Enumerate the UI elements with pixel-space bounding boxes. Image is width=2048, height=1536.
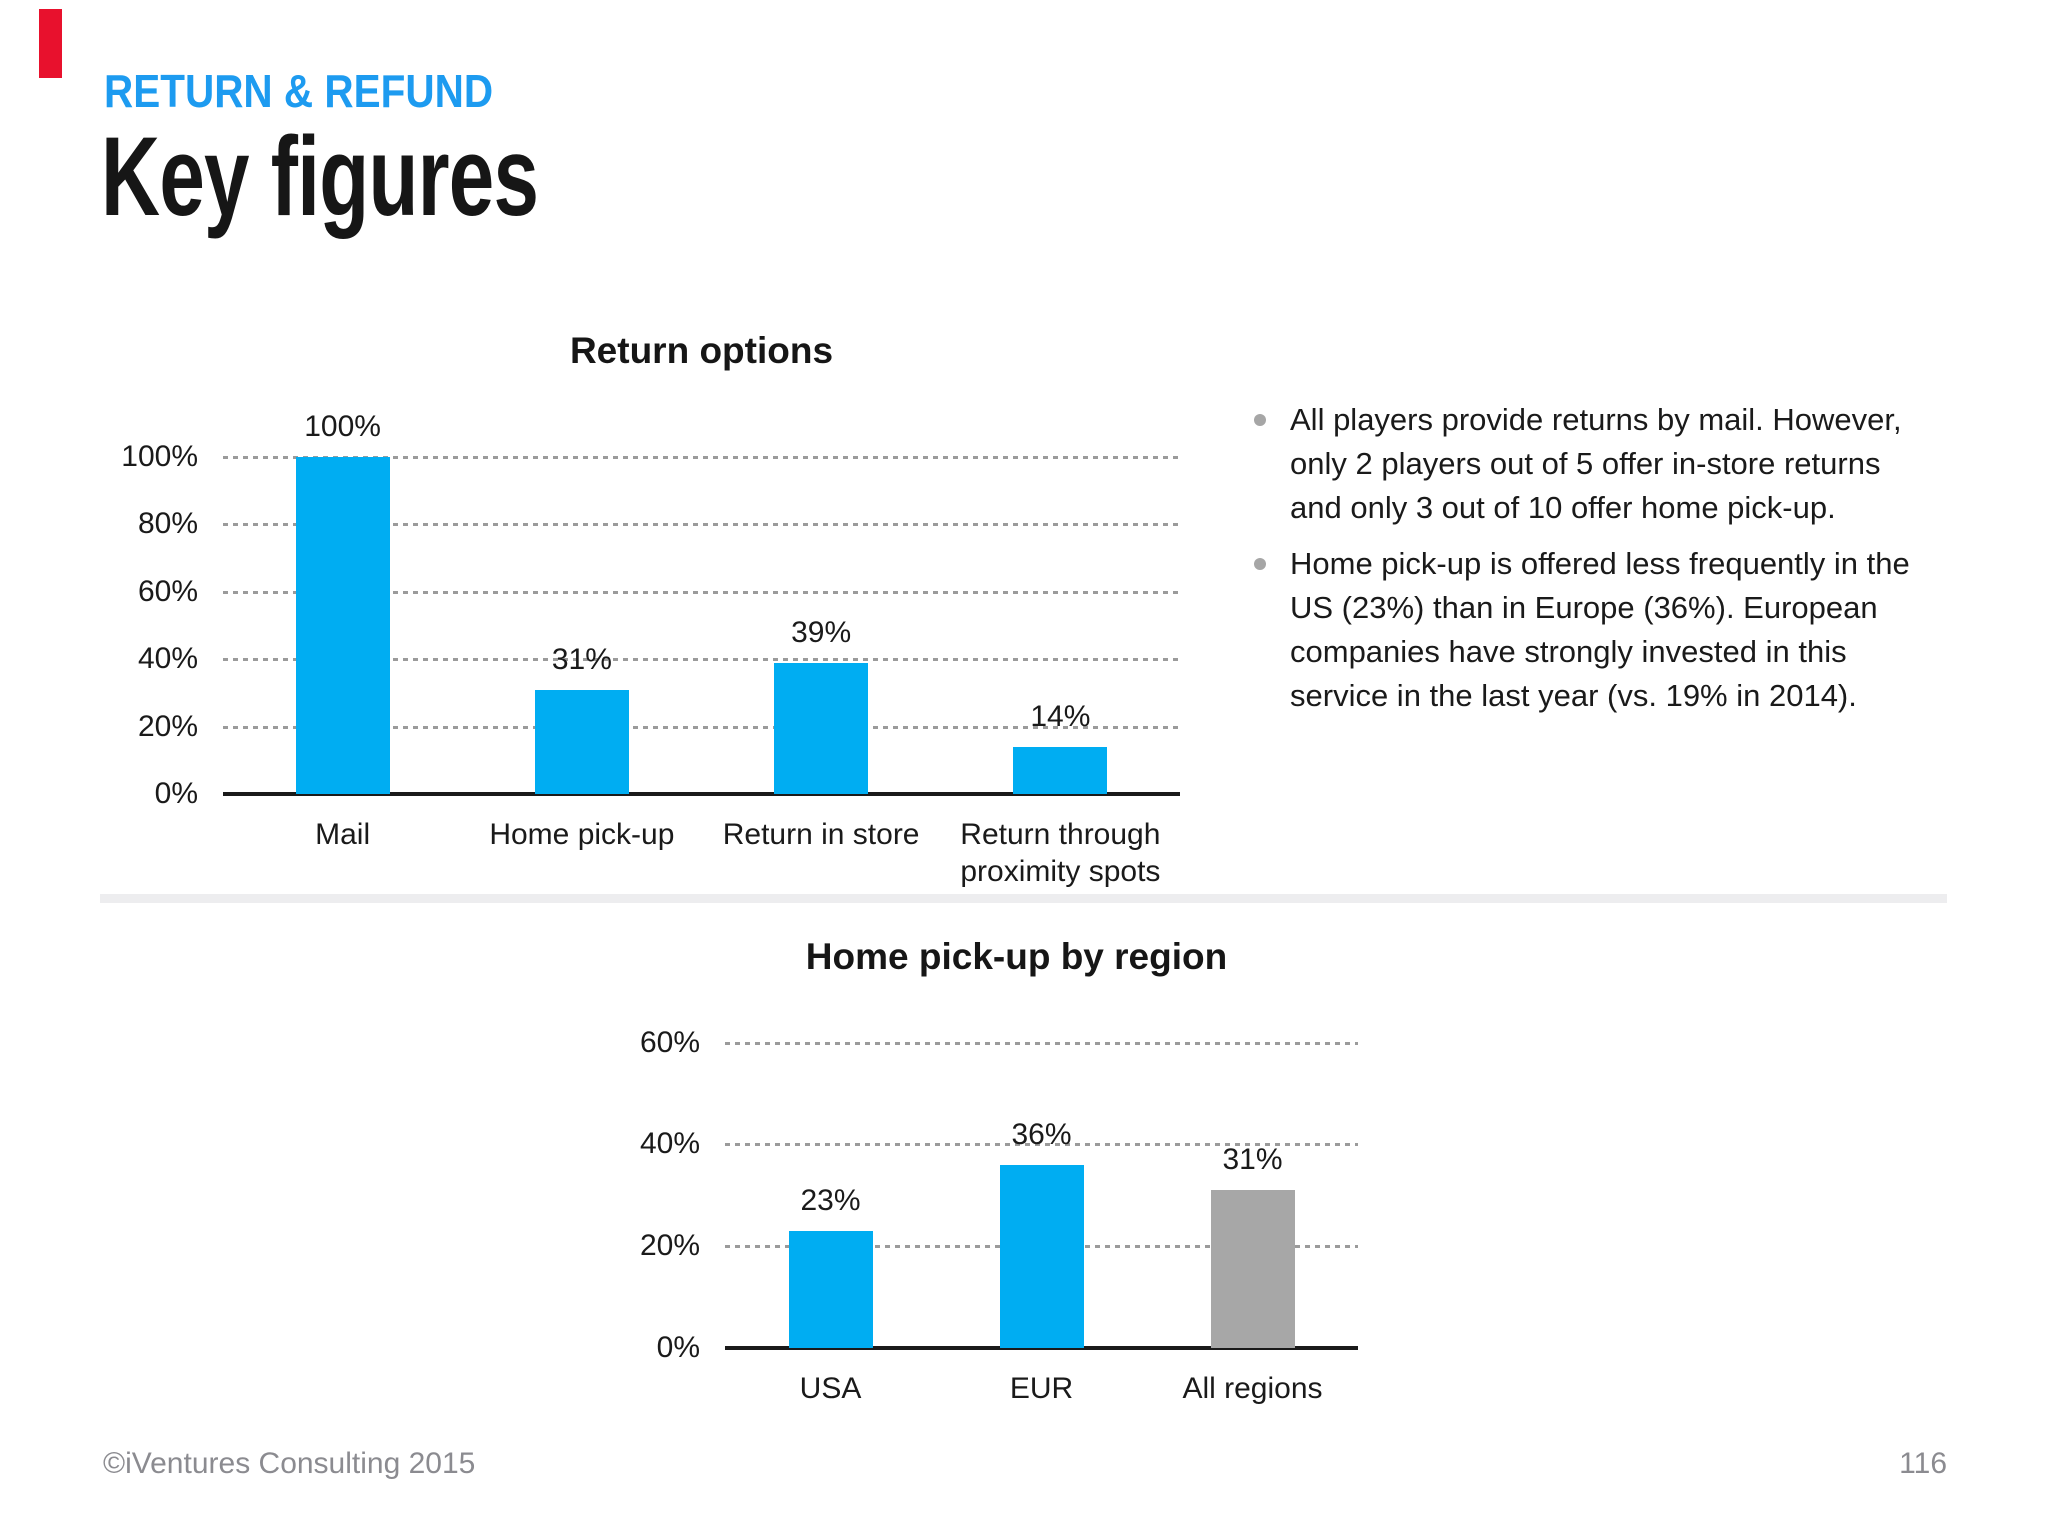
bar <box>535 690 629 794</box>
y-tick-label: 60% <box>639 1025 700 1059</box>
bullet-item: Home pick-up is offered less frequently … <box>1252 542 1952 718</box>
chart2-title: Home pick-up by region <box>805 936 1228 977</box>
y-tick-label: 20% <box>137 709 198 743</box>
x-category-label: EUR <box>1009 1372 1074 1405</box>
y-tick-label: 40% <box>639 1127 700 1161</box>
bar-value-label: 100% <box>304 410 381 443</box>
bar-value-label: 39% <box>791 616 852 649</box>
x-category-label: Return through proximity spots <box>960 818 1161 888</box>
bar <box>296 457 390 794</box>
gridline <box>223 456 1180 459</box>
bullet-dot-icon <box>1254 414 1266 426</box>
gridline <box>725 1041 1358 1045</box>
page-title: Key figures <box>101 114 539 239</box>
bar-value-label: 14% <box>1030 700 1091 733</box>
bullet-dot-icon <box>1254 558 1266 570</box>
gridline <box>223 725 1180 729</box>
x-category-label: Mail <box>315 818 371 851</box>
y-tick-label: 60% <box>137 574 198 608</box>
bullet-list: All players provide returns by mail. How… <box>1252 398 1952 730</box>
bar-value-label: 23% <box>800 1184 861 1217</box>
gridline <box>725 1245 1358 1249</box>
gridline <box>223 523 1180 527</box>
gridline <box>223 658 1180 662</box>
x-category-label: All regions <box>1182 1372 1323 1405</box>
gridline <box>223 590 1180 594</box>
y-tick-label: 0% <box>656 1331 700 1364</box>
x-axis-line <box>725 1346 1358 1350</box>
y-tick-label: 40% <box>137 642 198 676</box>
bar <box>1211 1190 1295 1348</box>
x-category-label: USA <box>799 1372 862 1405</box>
y-tick-label: 100% <box>121 440 198 473</box>
y-tick-label: 80% <box>137 507 198 541</box>
bar-value-label: 31% <box>551 643 612 676</box>
gridline <box>725 1143 1358 1147</box>
page-number: 116 <box>1899 1447 1947 1480</box>
y-tick-label: 20% <box>639 1229 700 1263</box>
y-tick-label: 0% <box>154 777 198 810</box>
bullet-text: Home pick-up is offered less frequently … <box>1290 546 1910 713</box>
accent-mark <box>39 9 62 78</box>
bar <box>774 663 868 794</box>
x-category-label: Home pick-up <box>489 818 675 851</box>
section-eyebrow: RETURN & REFUND <box>104 65 494 117</box>
chart1-title: Return options <box>569 330 834 371</box>
bar <box>1013 747 1107 794</box>
bar-value-label: 36% <box>1011 1118 1072 1151</box>
bar-value-label: 31% <box>1222 1143 1283 1176</box>
section-divider <box>100 894 1947 903</box>
bullet-item: All players provide returns by mail. How… <box>1252 398 1952 530</box>
copyright-text: ©iVentures Consulting 2015 <box>103 1447 476 1480</box>
bar <box>1000 1165 1084 1348</box>
bar <box>789 1231 873 1348</box>
bullet-text: All players provide returns by mail. How… <box>1290 402 1902 525</box>
x-axis-line <box>223 792 1180 796</box>
x-category-label: Return in store <box>722 818 920 851</box>
